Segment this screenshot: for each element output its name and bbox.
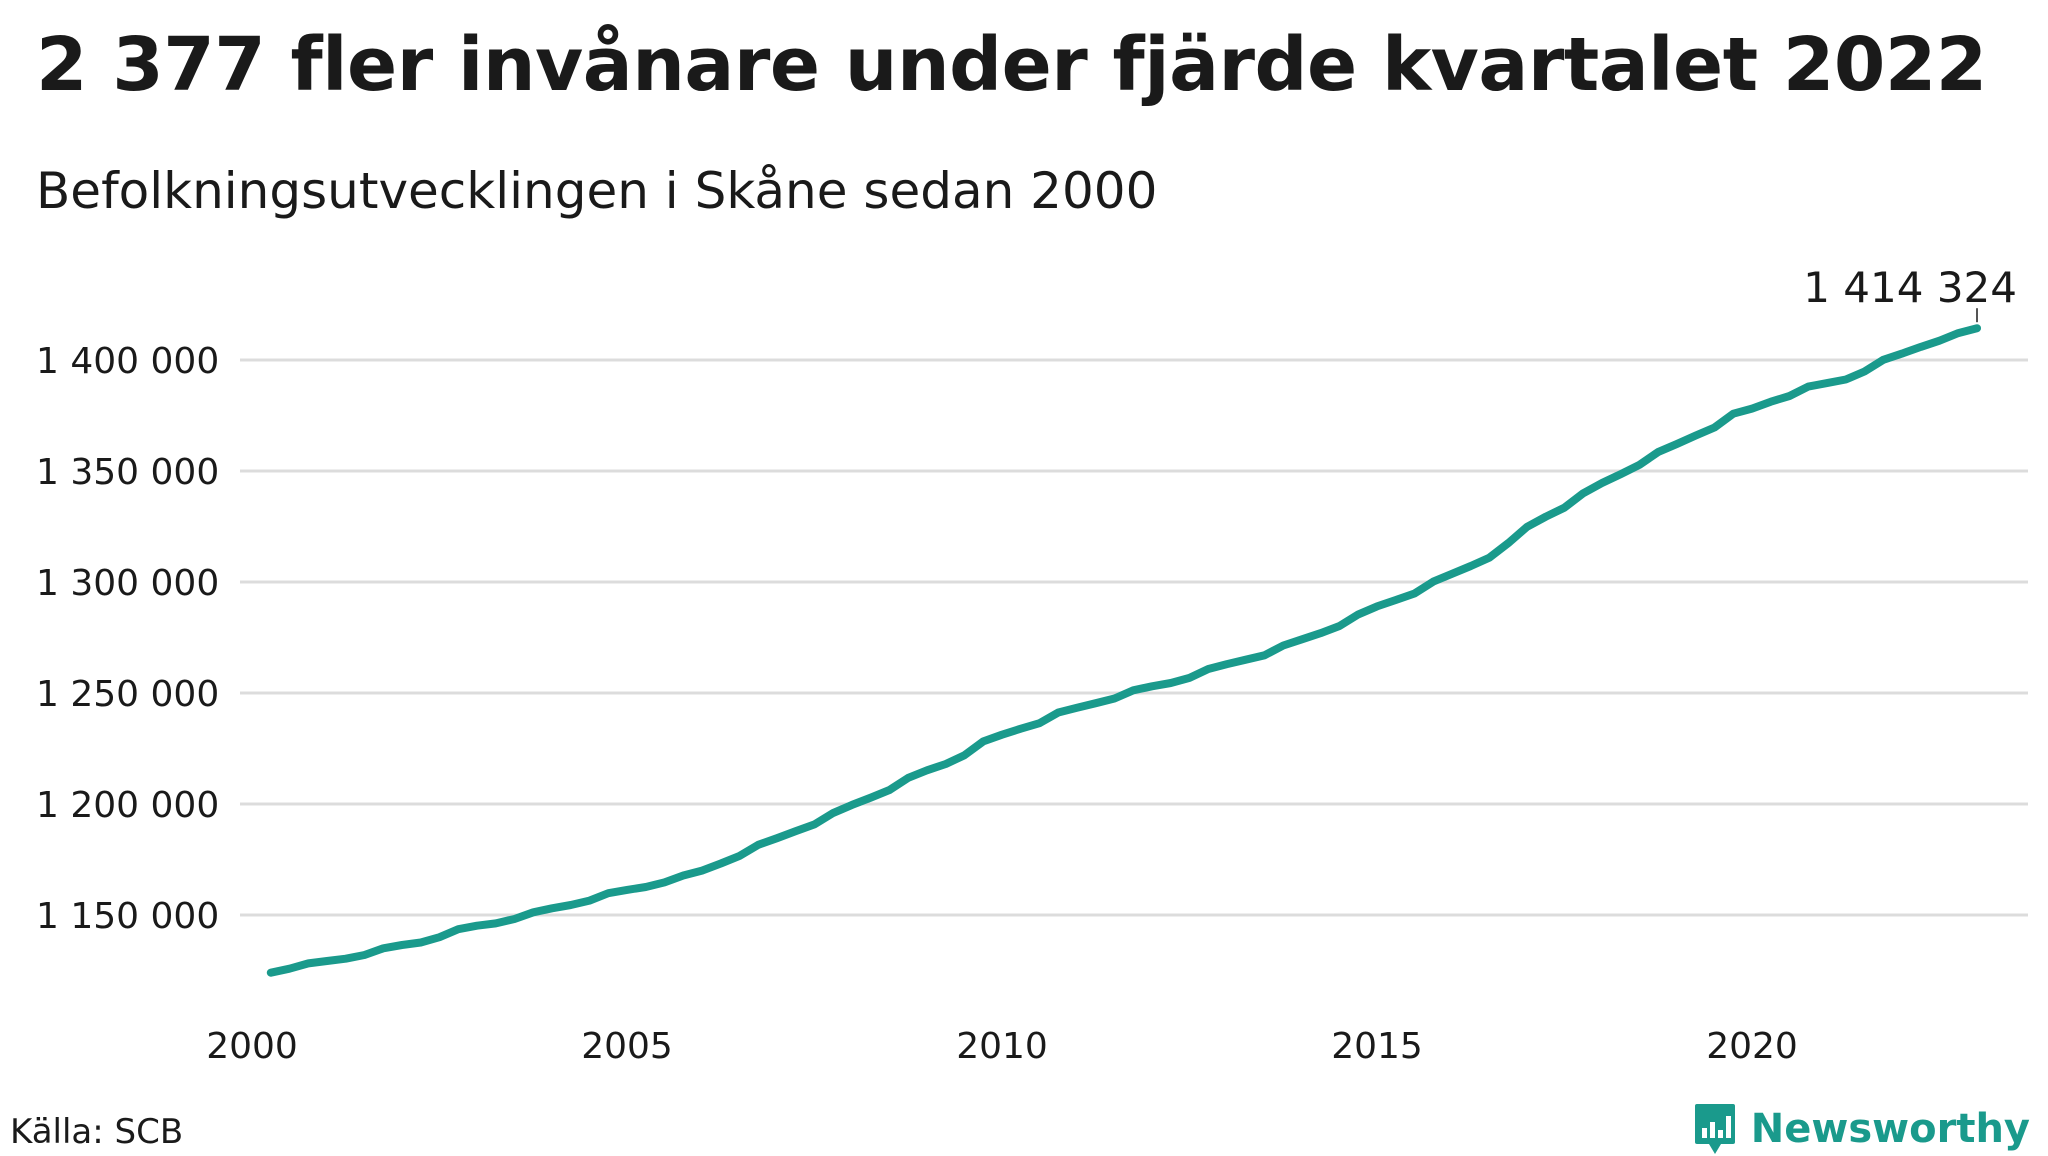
y-tick-label: 1 400 000 bbox=[36, 341, 219, 382]
chart-subtitle: Befolkningsutvecklingen i Skåne sedan 20… bbox=[36, 162, 1158, 220]
y-tick-label: 1 250 000 bbox=[36, 674, 219, 715]
brand-name: Newsworthy bbox=[1750, 1106, 2030, 1152]
x-tick-label: 2010 bbox=[956, 1026, 1048, 1067]
series-line bbox=[266, 324, 1981, 977]
source-note: Källa: SCB bbox=[10, 1112, 184, 1152]
x-tick-label: 2020 bbox=[1706, 1026, 1798, 1067]
y-tick-label: 1 150 000 bbox=[36, 896, 219, 937]
chart-title: 2 377 fler invånare under fjärde kvartal… bbox=[36, 22, 1987, 108]
x-axis-tick-labels: 2000 2005 2010 2015 2020 bbox=[206, 1026, 1798, 1067]
end-value-label: 1 414 324 bbox=[1803, 263, 2017, 312]
newsworthy-logo-icon bbox=[1694, 1104, 1735, 1154]
y-axis-tick-labels: 1 150 000 1 200 000 1 250 000 1 300 000 1 35… bbox=[36, 341, 219, 937]
y-tick-label: 1 200 000 bbox=[36, 785, 219, 826]
y-gridlines bbox=[240, 358, 2028, 917]
x-tick-label: 2015 bbox=[1331, 1026, 1423, 1067]
brand: Newsworthy bbox=[1693, 1102, 2030, 1156]
y-tick-label: 1 350 000 bbox=[36, 452, 219, 493]
x-tick-label: 2005 bbox=[581, 1026, 673, 1067]
y-tick-label: 1 300 000 bbox=[36, 563, 219, 604]
x-tick-label: 2000 bbox=[206, 1026, 298, 1067]
